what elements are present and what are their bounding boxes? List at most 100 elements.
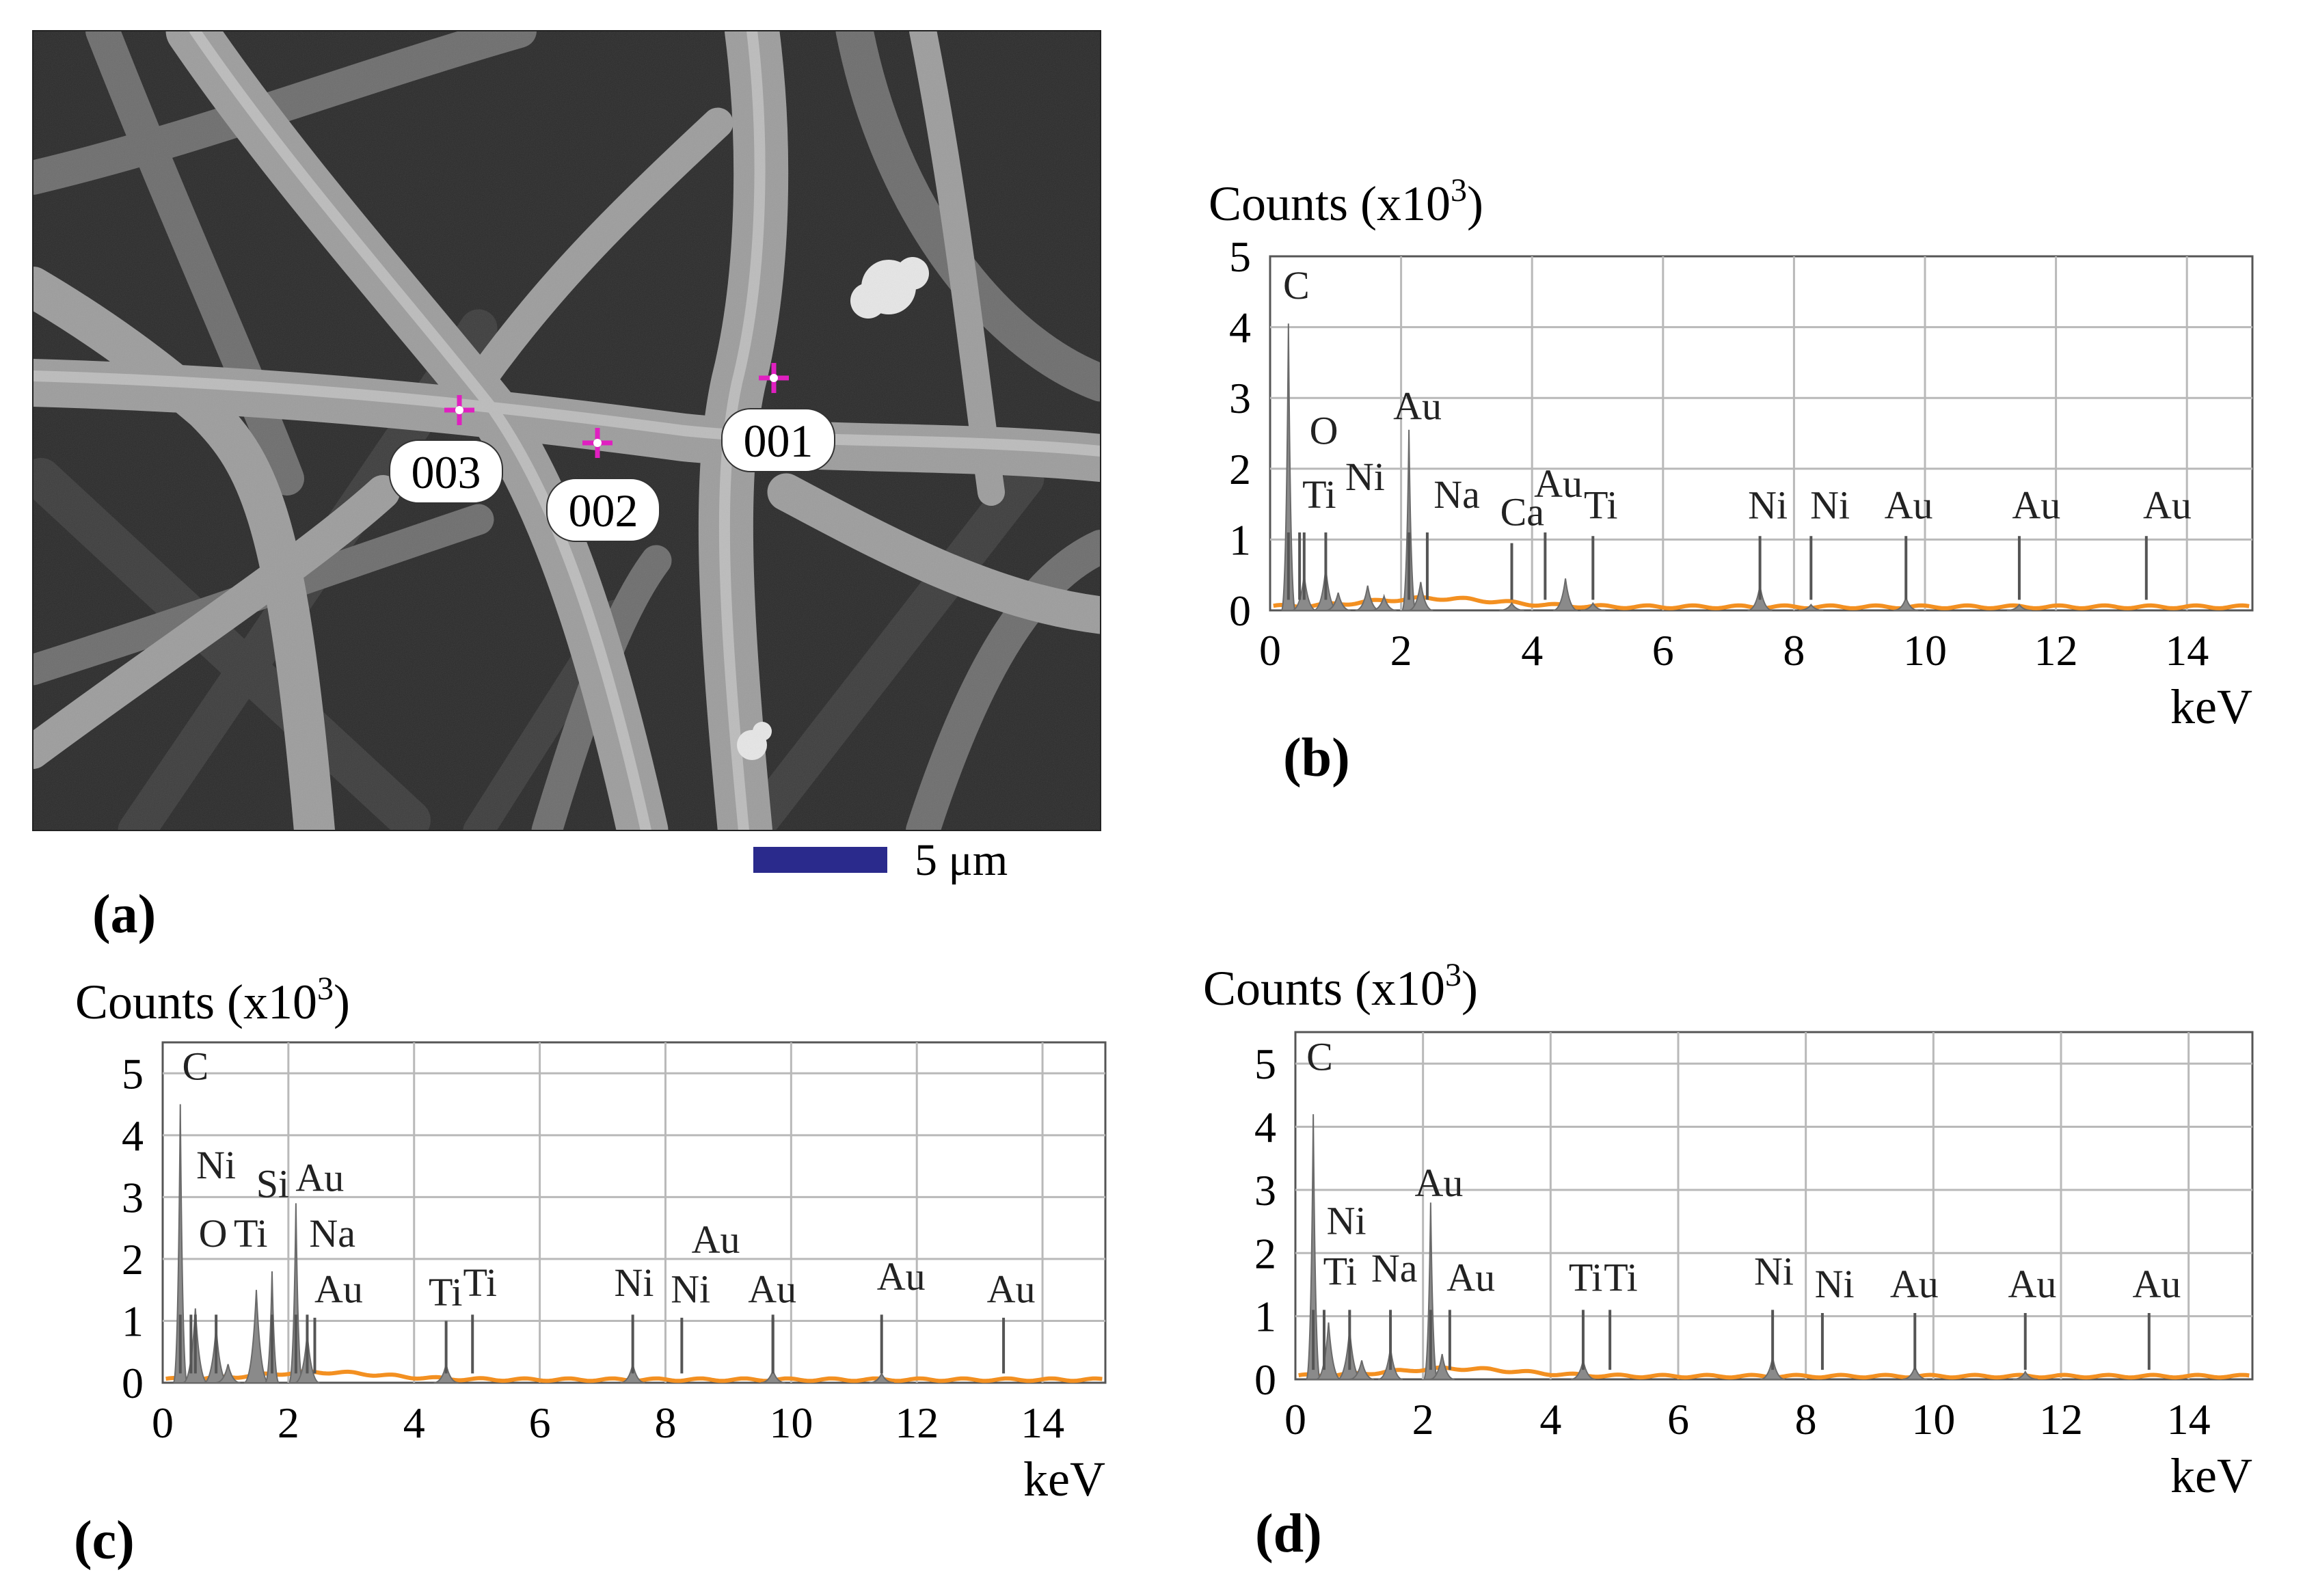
y-axis-title: Counts (x103): [1203, 957, 1478, 1016]
element-label: Ni: [1815, 1262, 1855, 1306]
scale-bar-label: 5 μm: [915, 835, 1008, 885]
spectrum-peak: [1349, 1360, 1375, 1380]
spectrum-peak: [1423, 1202, 1438, 1380]
point-label: 003: [412, 446, 481, 498]
element-label: C: [182, 1044, 208, 1088]
element-label: C: [1306, 1034, 1333, 1079]
point-marker-001: 001: [721, 363, 835, 472]
element-label: Ti: [429, 1270, 463, 1314]
x-tick-label: 10: [769, 1398, 813, 1447]
y-tick-label: 5: [1229, 232, 1251, 281]
x-tick-label: 14: [2167, 1395, 2211, 1444]
element-label: O: [199, 1211, 228, 1256]
point-label-box: [546, 478, 660, 542]
element-label: Au: [748, 1267, 796, 1311]
element-label: Au: [692, 1217, 740, 1262]
element-label: Ni: [1748, 483, 1788, 527]
element-label: Au: [877, 1254, 926, 1299]
x-tick-label: 0: [1259, 626, 1281, 675]
element-label: Si: [256, 1161, 289, 1206]
y-tick-label: 0: [122, 1359, 144, 1407]
y-tick-label: 0: [1229, 586, 1251, 635]
x-tick-label: 4: [403, 1398, 425, 1447]
x-axis-title: keV: [1023, 1452, 1105, 1506]
y-tick-label: 3: [1229, 374, 1251, 422]
panel-label-c: (c): [74, 1511, 135, 1571]
scale-bar: [753, 847, 887, 873]
element-label: Au: [1534, 461, 1583, 506]
element-label: Ca: [1500, 490, 1544, 535]
element-label: Au: [2008, 1262, 2057, 1306]
element-label: Au: [1393, 383, 1442, 428]
point-marker-002: 002: [546, 428, 660, 542]
element-label: Au: [1446, 1256, 1495, 1300]
element-label: Ni: [1327, 1199, 1366, 1243]
y-tick-label: 2: [1229, 445, 1251, 493]
panel-label-b: (b): [1283, 728, 1350, 788]
micrograph-frame: [32, 30, 1101, 831]
element-label: Ni: [1754, 1249, 1794, 1293]
spectrum-peak: [1799, 604, 1824, 611]
point-label-box: [721, 408, 835, 472]
spectrum-peak: [1280, 323, 1296, 611]
x-axis-title: keV: [2170, 1448, 2252, 1503]
element-label: C: [1283, 263, 1310, 308]
element-label: Ti: [463, 1260, 498, 1305]
x-tick-label: 10: [1911, 1395, 1955, 1444]
element-label: O: [1310, 409, 1338, 453]
y-tick-label: 2: [1254, 1229, 1276, 1277]
x-tick-label: 2: [1412, 1395, 1434, 1444]
element-label: Ni: [196, 1143, 236, 1187]
element-label: Ti: [1323, 1249, 1358, 1293]
y-tick-label: 4: [1229, 303, 1251, 352]
element-label: Ti: [234, 1211, 268, 1256]
point-label: 002: [569, 485, 638, 537]
y-tick-label: 5: [1254, 1040, 1276, 1088]
x-tick-label: 4: [1539, 1395, 1561, 1444]
x-tick-label: 8: [1783, 626, 1805, 675]
element-label: Au: [2012, 483, 2060, 527]
y-tick-label: 4: [1254, 1103, 1276, 1152]
y-tick-label: 3: [122, 1173, 144, 1221]
x-tick-label: 2: [1390, 626, 1412, 675]
element-label: Au: [1885, 483, 1933, 527]
element-label: Au: [2143, 483, 2192, 527]
element-label: Ti: [1584, 483, 1618, 527]
element-label: Au: [1890, 1262, 1939, 1306]
y-tick-label: 1: [1254, 1293, 1276, 1341]
point-label-box: [389, 439, 503, 504]
x-tick-label: 6: [1652, 626, 1674, 675]
spectrum-peak: [1408, 582, 1433, 611]
y-axis-title: Counts (x103): [75, 971, 350, 1029]
y-tick-label: 1: [1229, 515, 1251, 564]
panel-label-d: (d): [1255, 1504, 1322, 1564]
y-tick-label: 2: [122, 1235, 144, 1284]
spectrum-peak: [1325, 592, 1351, 611]
spectrum-peak: [1499, 601, 1524, 611]
element-label: Au: [295, 1155, 344, 1200]
x-tick-label: 14: [2165, 626, 2209, 675]
spectrum-peak: [2006, 604, 2032, 611]
spectrum-peak: [243, 1290, 269, 1383]
element-label: Ti: [1569, 1256, 1603, 1300]
spectrum-peak: [1429, 1353, 1455, 1380]
point-markers: 001 002 003: [389, 363, 835, 542]
spectrum-peak: [1306, 1114, 1321, 1380]
x-tick-label: 4: [1521, 626, 1543, 675]
element-label: Au: [987, 1267, 1036, 1311]
spectrum-peak: [1316, 1322, 1341, 1380]
element-label: Au: [1415, 1161, 1464, 1205]
y-tick-label: 0: [1254, 1355, 1276, 1404]
x-tick-label: 12: [2034, 626, 2078, 675]
x-tick-label: 2: [278, 1398, 299, 1447]
spectrum-peak: [215, 1364, 241, 1383]
crosshair-center: [455, 406, 463, 414]
x-tick-label: 6: [529, 1398, 551, 1447]
spectrum-peak: [1371, 593, 1397, 611]
y-axis-title: Counts (x103): [1209, 172, 1483, 231]
element-label: Na: [309, 1211, 355, 1256]
element-label: Ni: [615, 1260, 654, 1305]
element-label: Ni: [1345, 455, 1385, 499]
